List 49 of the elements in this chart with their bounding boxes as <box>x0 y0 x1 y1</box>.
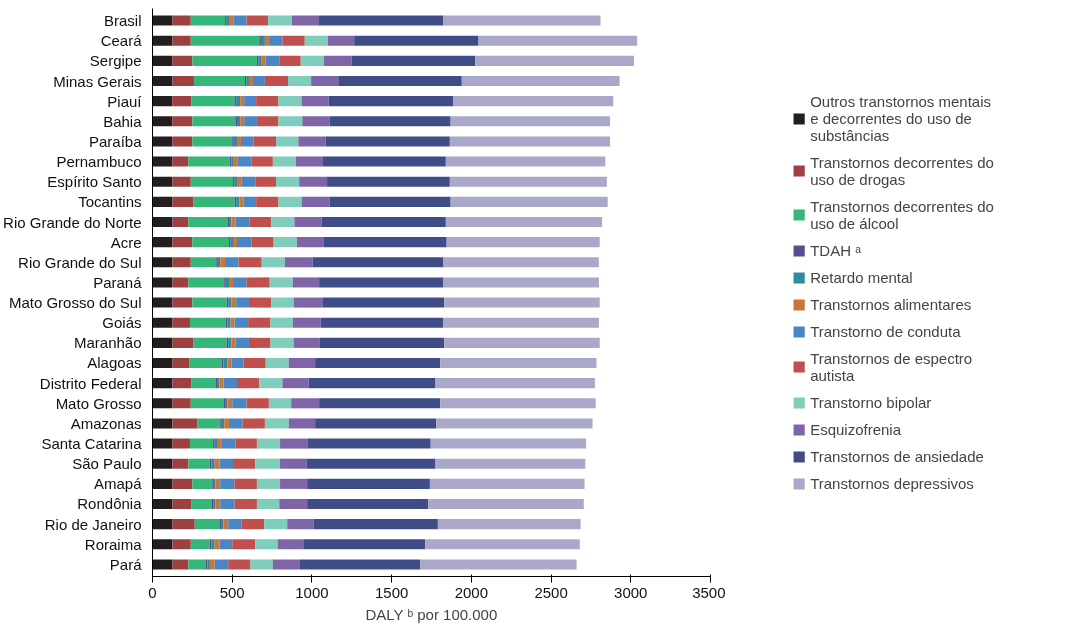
y-tick-label: Pará <box>109 555 143 573</box>
x-tick-label: 3500 <box>692 583 726 601</box>
y-tick-label: Ceará <box>100 32 143 50</box>
y-tick-label: Rio Grande do Norte <box>3 213 142 231</box>
y-tick-label: Santa Catarina <box>41 435 143 453</box>
y-tick-label: Paraíba <box>88 132 143 150</box>
y-tick-label: Piauí <box>107 92 143 110</box>
legend-label: TDAH ᵃ <box>810 241 861 259</box>
x-tick-label: 500 <box>219 583 245 601</box>
y-tick-label: Amapá <box>93 475 143 493</box>
y-tick-label: Acre <box>110 233 142 251</box>
x-tick-label: 2000 <box>454 583 489 601</box>
legend-label: Transtornos de ansiedade <box>810 447 984 465</box>
x-tick-label: 3000 <box>614 583 648 601</box>
x-tick-label: 1000 <box>295 583 329 601</box>
y-tick-label: Distrito Federal <box>39 374 142 392</box>
legend-label: Transtorno bipolar <box>810 393 932 411</box>
y-tick-label: Rio de Janeiro <box>44 515 142 533</box>
x-axis-title: DALY ᵇ por 100.000 <box>365 605 498 623</box>
legend-label: Transtornos alimentares <box>810 295 972 313</box>
x-tick-label: 0 <box>148 583 157 601</box>
y-tick-label: Alagoas <box>87 354 142 372</box>
y-tick-label: Pernambuco <box>56 153 142 171</box>
legend-label: Transtornos de espectro autista <box>810 349 973 384</box>
y-tick-label: Bahia <box>103 112 143 130</box>
y-tick-label: Tocantins <box>78 193 142 211</box>
y-tick-label: Mato Grosso <box>55 394 142 412</box>
y-tick-label: São Paulo <box>72 455 142 473</box>
y-tick-label: Maranhão <box>73 334 142 352</box>
y-tick-label: Rondônia <box>77 495 143 513</box>
x-tick-label: 2500 <box>534 583 568 601</box>
legend-label: Transtorno de conduta <box>810 322 961 340</box>
legend-label: Esquizofrenia <box>810 420 902 438</box>
y-tick-label: Brasil <box>103 12 142 30</box>
y-tick-label: Goiás <box>102 314 142 332</box>
y-tick-label: Minas Gerais <box>53 72 142 90</box>
y-tick-label: Espírito Santo <box>47 173 142 191</box>
y-tick-label: Paraná <box>93 273 143 291</box>
legend-label: Transtornos decorrentes do uso de drogas <box>810 153 994 188</box>
legend-label: Outros transtornos mentais e decorrentes do uso de substâncias <box>810 92 992 144</box>
y-tick-label: Sergipe <box>89 52 142 70</box>
y-tick-label: Rio Grande do Sul <box>18 253 142 271</box>
y-tick-label: Mato Grosso do Sul <box>8 294 142 312</box>
x-tick-label: 1500 <box>374 583 409 601</box>
legend-label: Retardo mental <box>810 268 913 286</box>
legend-label: Transtornos decorrentes do uso de álcool <box>810 197 994 232</box>
y-tick-label: Roraima <box>84 535 143 553</box>
legend-label: Transtornos depressivos <box>810 474 974 492</box>
y-tick-label: Amazonas <box>70 414 142 432</box>
